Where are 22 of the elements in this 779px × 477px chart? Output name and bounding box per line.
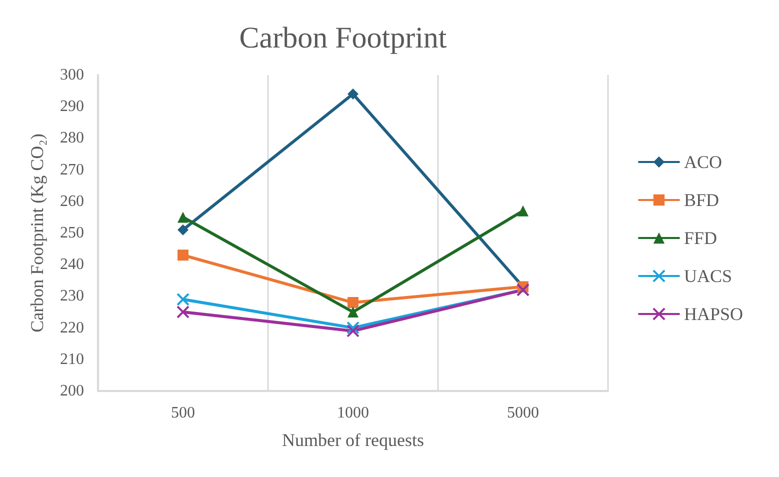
y-tick-label: 210 <box>60 350 84 368</box>
legend-label: BFD <box>684 190 719 210</box>
legend-label: UACS <box>684 266 732 286</box>
legend-label: ACO <box>684 152 722 172</box>
y-tick-label: 260 <box>60 192 84 210</box>
y-tick-label: 230 <box>60 288 84 305</box>
y-axis-title: Carbon Footprint (Kg CO₂) <box>27 134 47 332</box>
y-tick-label: 250 <box>60 224 84 242</box>
x-tick-label: 500 <box>171 404 195 422</box>
legend-label: HAPSO <box>684 304 744 324</box>
y-tick-label: 270 <box>60 161 84 178</box>
y-tick-label: 300 <box>60 66 84 84</box>
y-tick-label: 290 <box>60 98 84 116</box>
y-tick-label: 240 <box>60 256 84 274</box>
y-tick-label: 280 <box>60 130 84 147</box>
y-tick-label: 200 <box>60 382 84 400</box>
x-axis-title: Number of requests <box>282 430 424 450</box>
chart-title: Carbon Footprint <box>239 22 448 54</box>
x-tick-label: 1000 <box>337 404 369 422</box>
legend-label: FFD <box>684 228 718 248</box>
x-tick-label: 5000 <box>507 404 539 422</box>
y-tick-label: 220 <box>60 319 84 336</box>
